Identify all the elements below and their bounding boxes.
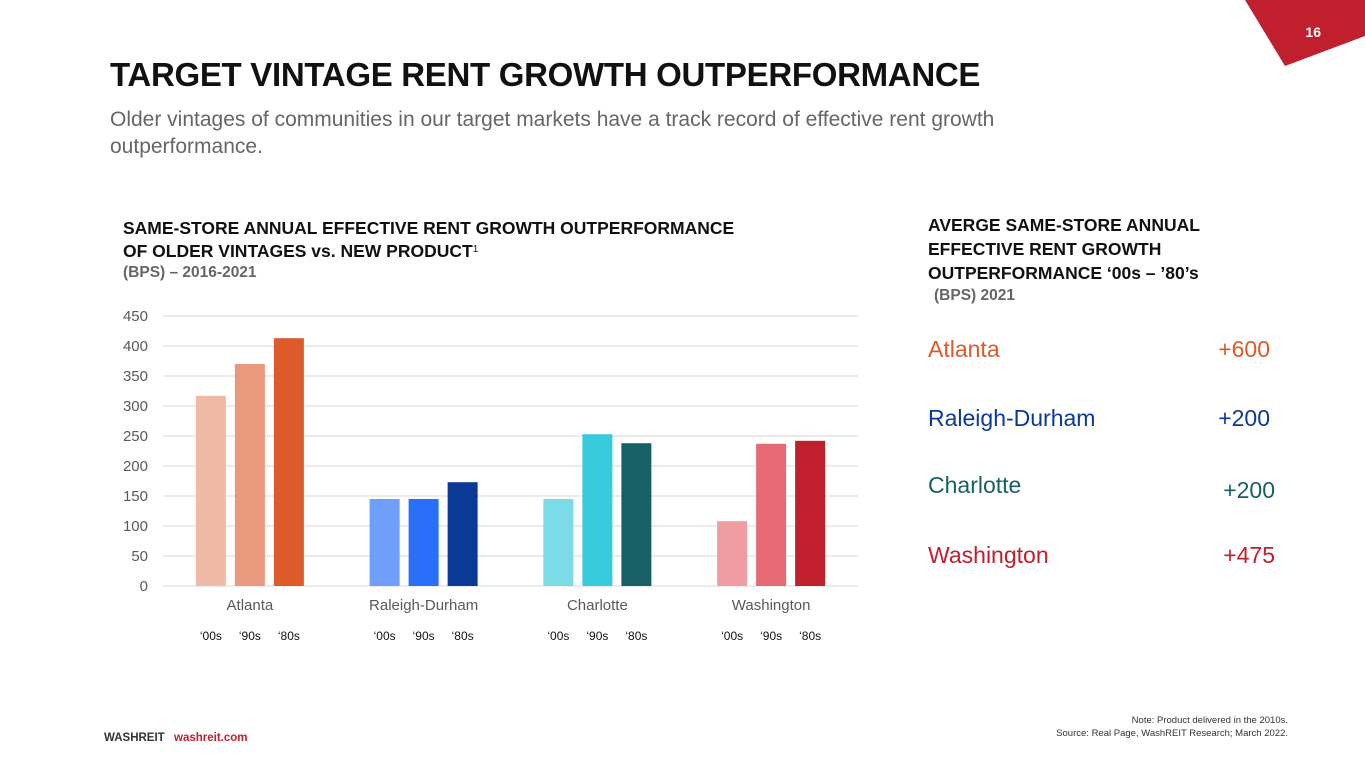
vintage-label: ‘90s xyxy=(239,629,261,643)
corner-accent xyxy=(1245,0,1365,66)
y-tick-label: 200 xyxy=(123,458,148,475)
y-tick-label: 450 xyxy=(123,308,148,325)
y-tick-label: 400 xyxy=(123,338,148,355)
summary-value: +475 xyxy=(1223,542,1275,568)
vintage-label: ‘00s xyxy=(547,629,569,643)
bar xyxy=(795,440,826,586)
y-tick-label: 0 xyxy=(140,578,148,595)
summary-unit: (BPS) 2021 xyxy=(934,287,1015,304)
footnote-source: Source: Real Page, WashREIT Research; Ma… xyxy=(1056,728,1288,739)
summary-row-charlotte: Charlotte +200 xyxy=(928,472,1278,503)
vintage-label: ‘00s xyxy=(721,629,743,643)
summary-city: Washington xyxy=(928,542,1049,568)
bar xyxy=(195,395,226,586)
chart-title: SAME-STORE ANNUAL EFFECTIVE RENT GROWTH … xyxy=(123,217,763,263)
page-number: 16 xyxy=(1305,24,1321,40)
footnote-note: Note: Product delivered in the 2010s. xyxy=(1131,715,1288,726)
footer-url-link[interactable]: washreit.com xyxy=(174,732,248,744)
summary-value: +600 xyxy=(1218,336,1270,362)
footnotes: Note: Product delivered in the 2010s. So… xyxy=(1056,714,1288,740)
summary-value: +200 xyxy=(1223,477,1275,503)
vintage-label: ‘90s xyxy=(586,629,608,643)
bar xyxy=(543,499,574,586)
category-label: Charlotte xyxy=(567,597,628,614)
vintage-label: ‘80s xyxy=(799,629,821,643)
y-tick-label: 100 xyxy=(123,518,148,535)
vintage-label: ‘80s xyxy=(452,629,474,643)
bar xyxy=(756,443,787,586)
bar xyxy=(717,521,748,586)
category-label: Atlanta xyxy=(227,597,274,614)
chart-unit: (BPS) – 2016-2021 xyxy=(123,264,257,281)
summary-title: AVERGE SAME-STORE ANNUAL EFFECTIVE RENT … xyxy=(928,215,1200,283)
y-tick-label: 250 xyxy=(123,428,148,445)
bar-chart: 0 50 100 150 200 250 300 350 400 450 ‘00s ‘90s ‘80s A… xyxy=(123,308,858,643)
page-title: TARGET VINTAGE RENT GROWTH OUTPERFORMANC… xyxy=(110,56,981,93)
footnote-marker: 1 xyxy=(472,244,479,255)
category-label: Raleigh-Durham xyxy=(369,597,478,614)
summary-row-atlanta: Atlanta +600 xyxy=(928,336,1278,366)
bar xyxy=(447,482,478,586)
bar xyxy=(408,499,439,586)
summary-city: Raleigh-Durham xyxy=(928,405,1096,431)
vintage-label: ‘80s xyxy=(278,629,300,643)
y-tick-label: 300 xyxy=(123,398,148,415)
vintage-label: ‘00s xyxy=(374,629,396,643)
y-tick-label: 150 xyxy=(123,488,148,505)
summary-value: +200 xyxy=(1218,405,1270,431)
bar xyxy=(582,434,613,586)
bar xyxy=(369,499,400,586)
vintage-label: ‘90s xyxy=(760,629,782,643)
summary-row-washington: Washington +475 xyxy=(928,542,1278,572)
y-tick-label: 350 xyxy=(123,368,148,385)
summary-city: Charlotte xyxy=(928,472,1022,498)
vintage-label: ‘00s xyxy=(200,629,222,643)
vintage-label: ‘90s xyxy=(413,629,435,643)
page-subtitle: Older vintages of communities in our tar… xyxy=(110,108,995,158)
chart-title-text: SAME-STORE ANNUAL EFFECTIVE RENT GROWTH … xyxy=(123,218,735,261)
summary-row-raleigh-durham: Raleigh-Durham +200 xyxy=(928,405,1278,435)
summary-city: Atlanta xyxy=(928,336,1000,362)
bar xyxy=(273,338,304,586)
footer-brand: WASHREIT xyxy=(104,732,165,744)
bar xyxy=(621,443,652,586)
vintage-label: ‘80s xyxy=(625,629,647,643)
y-tick-label: 50 xyxy=(131,548,148,565)
bar xyxy=(234,364,265,586)
category-label: Washington xyxy=(732,597,811,614)
